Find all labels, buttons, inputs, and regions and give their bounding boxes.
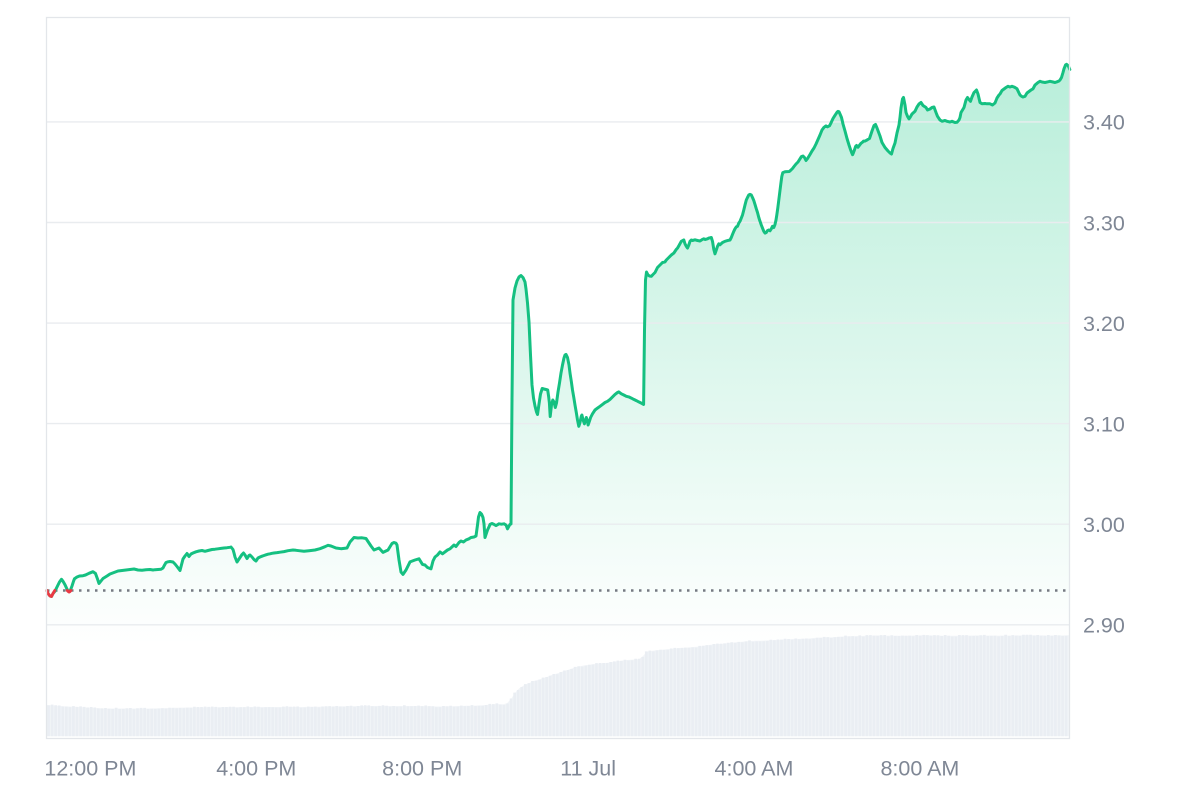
svg-text:3.10: 3.10 — [1083, 412, 1125, 436]
svg-text:3.40: 3.40 — [1083, 111, 1125, 135]
svg-text:4:00 AM: 4:00 AM — [715, 757, 794, 781]
svg-text:8:00 PM: 8:00 PM — [382, 757, 462, 781]
svg-text:12:00 PM: 12:00 PM — [44, 757, 136, 781]
svg-text:3.30: 3.30 — [1083, 211, 1125, 235]
svg-text:3.00: 3.00 — [1083, 513, 1125, 537]
svg-text:4:00 PM: 4:00 PM — [216, 757, 296, 781]
svg-text:11 Jul: 11 Jul — [560, 757, 616, 781]
svg-text:3.20: 3.20 — [1083, 312, 1125, 336]
svg-text:8:00 AM: 8:00 AM — [880, 757, 959, 781]
svg-text:2.90: 2.90 — [1083, 614, 1125, 638]
